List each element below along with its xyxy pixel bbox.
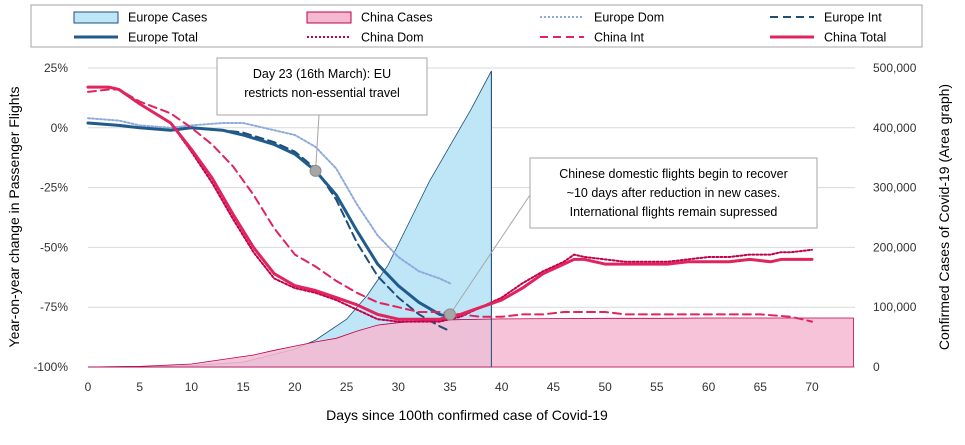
x-tick-label: 35 xyxy=(443,380,457,394)
legend-label: China Cases xyxy=(361,11,433,25)
annotation-text: Chinese domestic flights begin to recove… xyxy=(559,167,788,181)
x-tick-label: 5 xyxy=(136,380,143,394)
annotation-text: ~10 days after reduction in new cases. xyxy=(567,186,781,200)
y-left-tick-label: -25% xyxy=(40,181,68,195)
y-right-tick-label: 500,000 xyxy=(873,61,917,75)
legend-label: Europe Dom xyxy=(594,11,664,25)
x-tick-label: 15 xyxy=(236,380,250,394)
legend: Europe Cases China Cases Europe Dom Europe … xyxy=(30,4,923,48)
y-left-tick-label: 25% xyxy=(44,61,68,75)
area-china-cases xyxy=(87,317,854,368)
annotation-text: restricts non-essential travel xyxy=(244,86,400,100)
legend-swatch xyxy=(73,11,119,24)
x-tick-label: 25 xyxy=(340,380,354,394)
legend-label: Europe Int xyxy=(824,11,882,25)
series-europe-dom xyxy=(87,117,451,285)
x-axis-label: Days since 100th confirmed case of Covid… xyxy=(326,407,608,423)
y-right-tick-label: 300,000 xyxy=(873,181,917,195)
y-right-tick-label: 200,000 xyxy=(873,240,917,254)
y-left-tick-label: -100% xyxy=(33,360,68,374)
legend-label: Europe Cases xyxy=(128,11,207,25)
series-china-int xyxy=(87,88,813,323)
series-lines xyxy=(86,85,814,333)
x-tick-label: 30 xyxy=(392,380,406,394)
x-tick-label: 50 xyxy=(598,380,612,394)
x-tick-label: 0 xyxy=(85,380,92,394)
x-tick-label: 20 xyxy=(288,380,302,394)
annotation-marker xyxy=(309,164,322,177)
annotation-leader xyxy=(315,114,320,171)
y-right-tick-label: 100,000 xyxy=(873,300,917,314)
x-tick-label: 40 xyxy=(495,380,509,394)
annotation-text: Day 23 (16th March): EU xyxy=(253,67,391,81)
x-tick-label: 55 xyxy=(650,380,664,394)
y-left-tick-label: -50% xyxy=(40,240,68,254)
areas xyxy=(87,70,854,368)
annotation-box xyxy=(216,57,428,116)
y-left-tick-label: 0% xyxy=(51,121,69,135)
series-china-total xyxy=(86,85,814,321)
annotation-leader xyxy=(449,194,531,315)
y-right-tick-label: 0 xyxy=(873,360,880,374)
x-tick-label: 60 xyxy=(702,380,716,394)
y-axis-right-label: Confirmed Cases of Covid-19 (Area graph) xyxy=(936,84,952,350)
annotation-box xyxy=(529,157,818,229)
legend-label: China Total xyxy=(824,31,886,45)
y-left-ticks: -100% -75% -50% -25% 0% 25% xyxy=(33,61,68,374)
x-tick-label: 65 xyxy=(754,380,768,394)
y-left-tick-label: -75% xyxy=(40,300,68,314)
annotation-marker xyxy=(444,308,456,321)
x-ticks: 0 5 10 15 20 25 30 35 40 45 50 55 60 65 70 xyxy=(85,380,819,394)
series-europe-total xyxy=(86,121,452,319)
y-right-ticks: 0 100,000 200,000 300,000 400,000 500,000 xyxy=(873,61,917,374)
legend-swatch xyxy=(306,11,352,24)
x-tick-label: 10 xyxy=(185,380,199,394)
legend-label: China Int xyxy=(594,31,645,45)
annotation-text: International flights remain supressed xyxy=(570,205,778,219)
y-axis-left-label: Year-on-year change in Passenger Flights xyxy=(6,87,22,348)
legend-label: China Dom xyxy=(361,31,424,45)
legend-label: Europe Total xyxy=(128,31,198,45)
x-tick-label: 45 xyxy=(547,380,561,394)
y-right-tick-label: 400,000 xyxy=(873,121,917,135)
legend-box xyxy=(30,4,923,48)
annotations: Day 23 (16th March): EU restricts non-ess… xyxy=(216,57,818,321)
x-tick-label: 70 xyxy=(805,380,819,394)
